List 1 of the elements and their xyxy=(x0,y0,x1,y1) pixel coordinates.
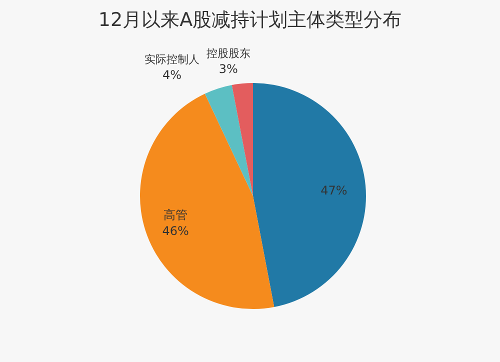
title: 12月以来A股减持计划主体类型分布 xyxy=(98,9,402,31)
